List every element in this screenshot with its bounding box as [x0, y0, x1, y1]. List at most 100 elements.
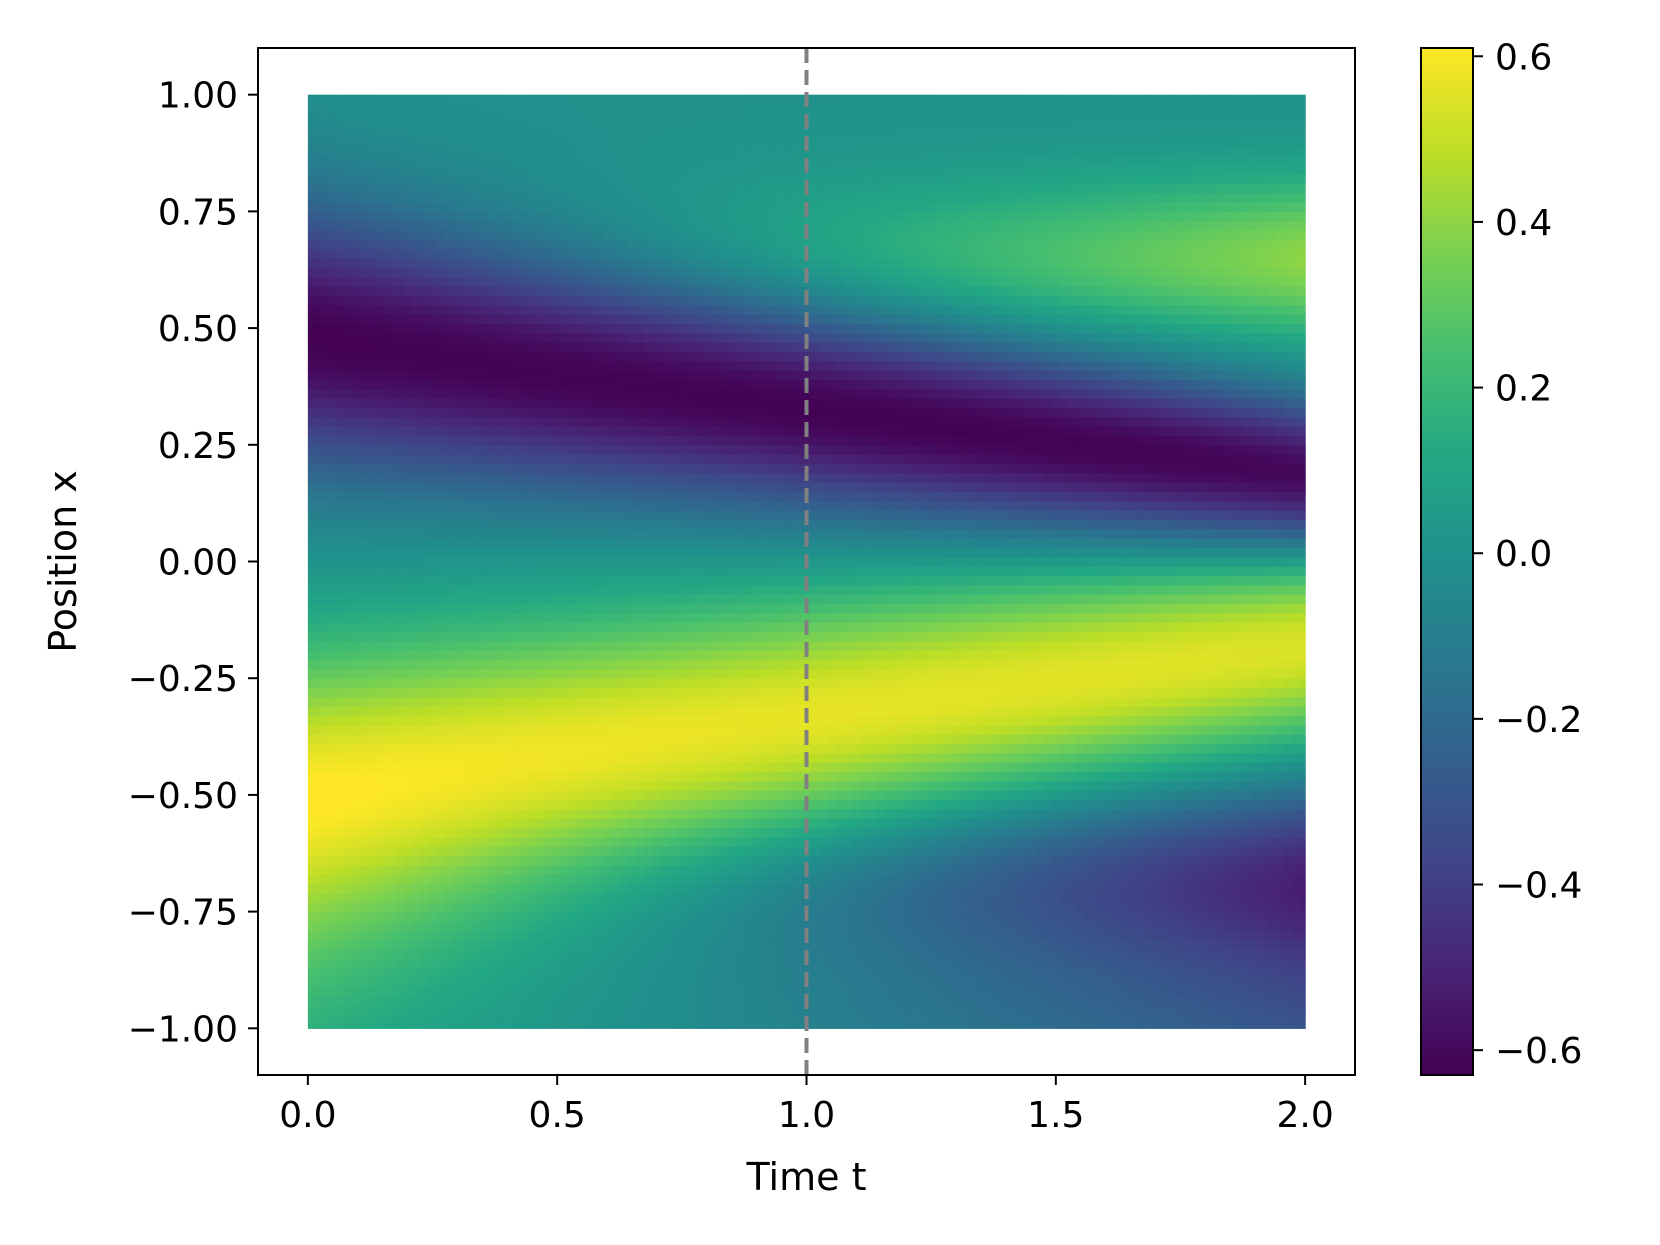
heatmap-cell: [494, 491, 504, 502]
heatmap-cell: [702, 239, 712, 250]
heatmap-cell: [361, 771, 371, 782]
heatmap-cell: [403, 351, 413, 362]
heatmap-cell: [511, 724, 521, 735]
heatmap-cell: [661, 556, 670, 567]
heatmap-cell: [378, 594, 388, 605]
heatmap-cell: [544, 752, 554, 763]
heatmap-cell: [561, 304, 571, 315]
heatmap-cell: [710, 976, 720, 987]
heatmap-cell: [586, 622, 596, 633]
heatmap-cell: [602, 444, 612, 455]
heatmap-cell: [528, 743, 537, 754]
heatmap-cell: [353, 808, 363, 819]
heatmap-cell: [353, 855, 363, 866]
heatmap-cell: [536, 967, 546, 978]
heatmap-cell: [361, 482, 371, 493]
heatmap-cell: [627, 94, 637, 100]
heatmap-cell: [453, 808, 463, 819]
heatmap-cell: [453, 734, 463, 745]
heatmap-cell: [395, 780, 405, 791]
heatmap-cell: [528, 342, 537, 353]
heatmap-cell: [594, 239, 604, 250]
heatmap-cell: [569, 762, 579, 773]
heatmap-cell: [328, 556, 338, 567]
heatmap-cell: [503, 724, 513, 735]
heatmap-cell: [486, 500, 496, 511]
heatmap-cell: [677, 734, 687, 745]
heatmap-cell: [602, 706, 612, 717]
heatmap-cell: [636, 799, 646, 810]
heatmap-cell: [444, 948, 454, 959]
heatmap-cell: [378, 519, 388, 530]
heatmap-cell: [636, 668, 646, 679]
heatmap-cell: [661, 678, 670, 689]
heatmap-cell: [336, 94, 346, 100]
heatmap-cell: [353, 631, 363, 642]
heatmap-cell: [636, 1023, 646, 1029]
heatmap-cell: [345, 538, 355, 549]
heatmap-cell: [386, 612, 396, 623]
heatmap-cell: [395, 94, 405, 100]
heatmap-cell: [519, 780, 529, 791]
heatmap-cell: [561, 696, 571, 707]
heatmap-cell: [386, 174, 396, 184]
heatmap-cell: [677, 818, 687, 829]
heatmap-cell: [428, 911, 438, 922]
heatmap-cell: [353, 827, 363, 838]
heatmap-cell: [594, 1004, 604, 1015]
heatmap-cell: [602, 818, 612, 829]
heatmap-cell: [652, 248, 662, 259]
heatmap-cell: [403, 416, 413, 427]
heatmap-cell: [420, 668, 429, 679]
heatmap-cell: [611, 435, 621, 446]
heatmap-cell: [469, 855, 479, 866]
heatmap-cell: [661, 528, 670, 539]
heatmap-cell: [652, 1023, 662, 1029]
heatmap-cell: [428, 594, 438, 605]
heatmap-cell: [611, 314, 621, 325]
heatmap-cell: [644, 295, 654, 306]
heatmap-cell: [619, 612, 629, 623]
heatmap-cell: [486, 519, 496, 530]
heatmap-cell: [312, 827, 321, 838]
heatmap-cell: [710, 715, 720, 726]
heatmap-cell: [586, 370, 596, 381]
heatmap-cell: [627, 622, 637, 633]
heatmap-cell: [353, 948, 363, 959]
heatmap-cell: [370, 846, 380, 857]
heatmap-cell: [686, 239, 695, 250]
heatmap-cell: [561, 958, 571, 969]
heatmap-cell: [611, 967, 621, 978]
heatmap-cell: [469, 706, 479, 717]
heatmap-cell: [661, 930, 670, 941]
heatmap-cell: [320, 547, 330, 558]
heatmap-cell: [544, 276, 554, 287]
heatmap-cell: [702, 864, 712, 875]
heatmap-cell: [361, 808, 371, 819]
heatmap-cell: [436, 818, 446, 829]
heatmap-cell: [702, 734, 712, 745]
heatmap-cell: [519, 351, 529, 362]
heatmap-cell: [686, 1004, 695, 1015]
heatmap-cell: [353, 790, 363, 801]
heatmap-cell: [644, 388, 654, 399]
heatmap-cell: [544, 220, 554, 231]
heatmap-cell: [444, 967, 454, 978]
heatmap-cell: [320, 706, 330, 717]
heatmap-cell: [586, 482, 596, 493]
heatmap-cell: [436, 603, 446, 614]
heatmap-cell: [511, 818, 521, 829]
heatmap-cell: [577, 659, 587, 670]
heatmap-cell: [611, 248, 621, 259]
heatmap-cell: [586, 715, 596, 726]
heatmap-cell: [378, 435, 388, 446]
heatmap-cell: [544, 388, 554, 399]
heatmap-cell: [528, 575, 537, 586]
heatmap-cell: [611, 902, 621, 913]
heatmap-cell: [677, 230, 687, 240]
heatmap-cell: [694, 370, 704, 381]
heatmap-cell: [461, 379, 471, 390]
heatmap-cell: [528, 920, 537, 931]
heatmap-cell: [328, 416, 338, 427]
